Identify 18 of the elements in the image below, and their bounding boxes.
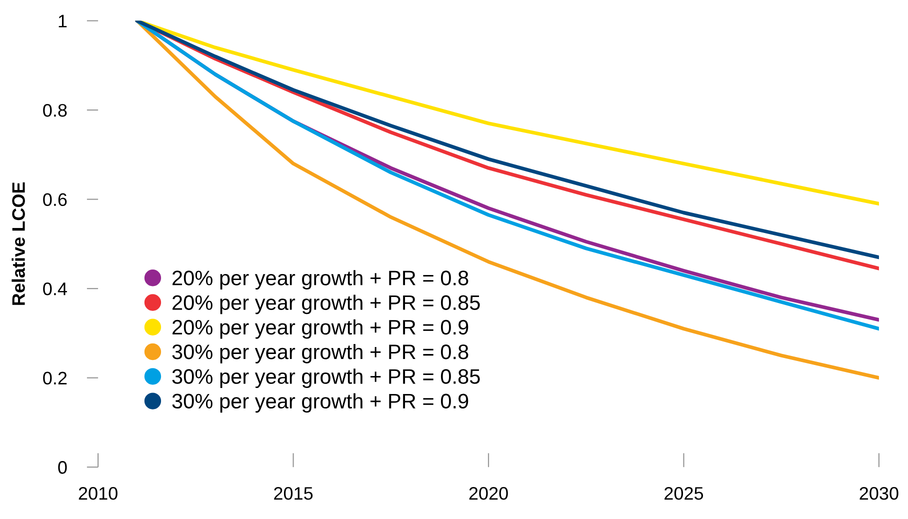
y-tick-label: 0.2 — [43, 372, 67, 385]
legend-label: 20% per year growth + PR = 0.85 — [172, 294, 480, 314]
legend-label: 30% per year growth + PR = 0.8 — [172, 344, 468, 364]
x-tick-label: 2010 — [78, 487, 118, 500]
x-tick-label: 2020 — [469, 487, 508, 500]
legend-label: 30% per year growth + PR = 0.85 — [172, 368, 480, 388]
y-tick-label: 1 — [58, 14, 67, 28]
y-tick-label: 0.8 — [43, 104, 67, 117]
legend-label: 30% per year growth + PR = 0.9 — [172, 393, 468, 413]
x-tick-label: 2015 — [274, 487, 313, 500]
legend-label: 20% per year growth + PR = 0.9 — [172, 319, 468, 339]
x-tick-label: 2030 — [860, 487, 898, 500]
legend-label: 20% per year growth + PR = 0.8 — [172, 270, 468, 290]
y-tick-label: 0 — [58, 461, 67, 474]
y-tick-label: 0.6 — [43, 193, 67, 206]
x-tick-label: 2025 — [664, 487, 704, 500]
y-tick-label: 0.4 — [43, 282, 67, 296]
y-axis-title: Relative LCOE — [12, 182, 25, 305]
